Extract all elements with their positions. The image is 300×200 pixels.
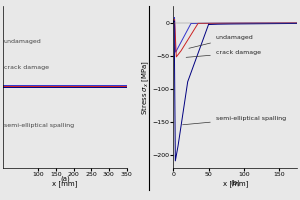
Text: semi-elliptical spalling: semi-elliptical spalling	[183, 116, 286, 125]
Text: undamaged: undamaged	[189, 35, 254, 48]
Text: crack damage: crack damage	[186, 50, 261, 57]
Text: undamaged: undamaged	[4, 39, 41, 44]
X-axis label: x [mm]: x [mm]	[223, 180, 248, 187]
Text: (a): (a)	[60, 176, 70, 182]
Text: (b): (b)	[230, 179, 240, 186]
Y-axis label: Stress $\sigma_x$ [MPa]: Stress $\sigma_x$ [MPa]	[140, 59, 151, 115]
Text: semi-elliptical spalling: semi-elliptical spalling	[4, 123, 74, 128]
X-axis label: x [mm]: x [mm]	[52, 180, 77, 187]
Text: crack damage: crack damage	[4, 65, 49, 70]
